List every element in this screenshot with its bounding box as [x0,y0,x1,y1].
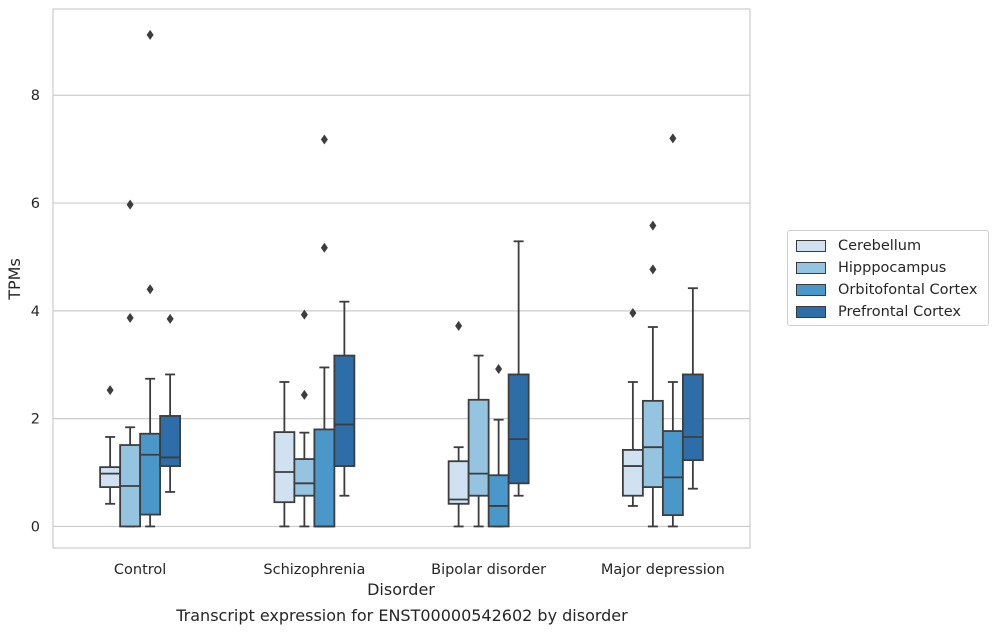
box-hipppocampus [119,199,142,528]
box-cerebellum [273,381,296,528]
outlier-point [146,29,154,40]
box-prefrontal-cortex [507,240,530,497]
x-tick-label: Control [114,562,166,578]
box-cerebellum [621,307,644,507]
box-prefrontal-cortex [681,287,704,490]
box-group [99,29,704,528]
outlier-point [300,309,308,320]
outlier-point [629,307,637,318]
box-orbitofontal-cortex [487,364,510,528]
outlier-point [146,284,154,295]
box-cerebellum [99,385,122,505]
x-tick-label: Bipolar disorder [431,562,546,578]
y-tick-label: 4 [31,304,40,320]
legend-label: Prefrontal Cortex [838,304,961,320]
y-tick-label: 8 [31,88,40,104]
legend-swatch [796,240,826,252]
x-tick-labels: Control Schizophrenia Bipolar disorder Majo… [114,562,725,578]
outlier-point [320,242,328,253]
box-iqr [507,373,530,485]
legend-swatch [796,262,826,274]
legend-swatch [796,306,826,318]
legend-item-prefrontal-cortex: Prefrontal Cortex [796,301,980,323]
outlier-point [126,312,134,323]
outlier-point [649,220,657,231]
box-iqr [661,430,684,517]
box-hipppocampus [641,220,664,528]
box-iqr [313,428,336,528]
box-iqr [333,354,356,467]
y-tick-label: 6 [31,196,40,212]
outlier-point [126,199,134,210]
box-prefrontal-cortex [159,313,182,493]
outlier-point [320,134,328,145]
box-iqr [293,458,316,497]
legend-label: Hipppocampus [838,260,947,276]
outlier-point [455,320,463,331]
x-tick-label: Schizophrenia [263,562,365,578]
box-iqr [487,474,510,528]
legend: Cerebellum Hipppocampus Orbitofontal Cor… [787,230,989,326]
box-iqr [621,449,644,497]
x-tick-label: Major depression [601,562,725,578]
box-cerebellum [447,320,470,528]
outlier-point [166,313,174,324]
x-axis-label: Disorder [367,580,435,599]
box-iqr [467,398,490,497]
box-iqr [159,415,182,467]
legend-item-hippocampus: Hipppocampus [796,257,980,279]
box-iqr [273,431,296,504]
y-tick-label: 2 [31,412,40,428]
y-axis-label: TPMs [5,258,24,301]
y-tick-labels: 0 2 4 6 8 [31,88,40,535]
box-prefrontal-cortex [333,300,356,497]
outlier-point [106,385,114,396]
legend-swatch [796,284,826,296]
box-iqr [99,466,122,488]
legend-label: Cerebellum [838,238,922,254]
box-orbitofontal-cortex [313,134,336,528]
box-hipppocampus [293,309,316,528]
box-orbitofontal-cortex [661,133,684,528]
legend-item-orbitofrontal-cortex: Orbitofontal Cortex [796,279,980,301]
outlier-point [300,389,308,400]
legend-label: Orbitofontal Cortex [838,282,978,298]
outlier-point [495,364,503,375]
box-orbitofontal-cortex [139,29,162,528]
box-hipppocampus [467,354,490,528]
figure-caption: Transcript expression for ENST0000054260… [176,606,628,625]
box-iqr [139,432,162,516]
outlier-point [649,264,657,275]
box-iqr [641,399,664,488]
legend-item-cerebellum: Cerebellum [796,235,980,257]
outlier-point [669,133,677,144]
box-iqr [447,460,470,505]
y-tick-label: 0 [31,519,40,535]
box-iqr [681,373,704,462]
